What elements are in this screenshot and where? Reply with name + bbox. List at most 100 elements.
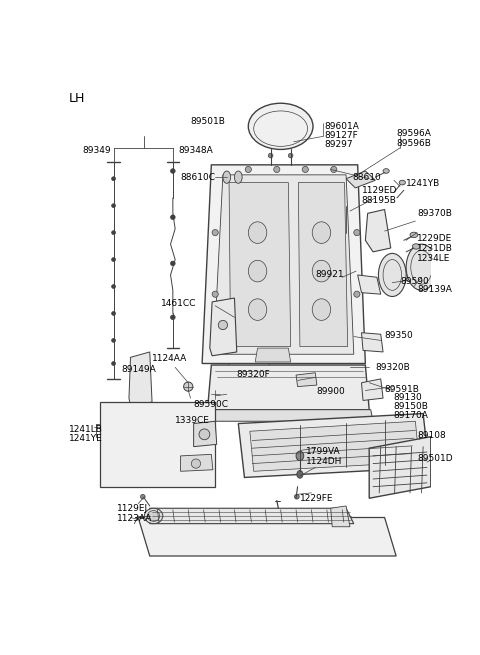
Text: 1241LB: 1241LB	[69, 425, 103, 434]
Polygon shape	[206, 409, 373, 421]
Ellipse shape	[268, 153, 273, 158]
Text: 89150B: 89150B	[394, 402, 429, 411]
Text: 89139A: 89139A	[417, 285, 452, 294]
Text: 89127F: 89127F	[324, 131, 358, 140]
Polygon shape	[229, 183, 291, 346]
Ellipse shape	[141, 495, 145, 499]
Polygon shape	[361, 333, 383, 352]
Ellipse shape	[312, 260, 331, 282]
Polygon shape	[202, 165, 365, 364]
Polygon shape	[369, 437, 431, 498]
Ellipse shape	[112, 284, 116, 288]
Text: 1129EJ: 1129EJ	[117, 504, 148, 513]
Polygon shape	[228, 364, 271, 379]
Ellipse shape	[312, 222, 331, 244]
Ellipse shape	[312, 299, 331, 320]
Ellipse shape	[412, 244, 420, 249]
Ellipse shape	[192, 459, 201, 468]
Text: LH: LH	[69, 92, 85, 105]
Text: 1231DB: 1231DB	[417, 244, 453, 253]
Ellipse shape	[112, 339, 116, 343]
Polygon shape	[296, 373, 317, 386]
Text: 1124DH: 1124DH	[306, 457, 342, 466]
Ellipse shape	[378, 253, 406, 297]
Ellipse shape	[354, 291, 360, 297]
Text: 89349: 89349	[83, 146, 111, 155]
Polygon shape	[361, 379, 383, 400]
Ellipse shape	[331, 166, 337, 172]
Text: 89108: 89108	[417, 431, 446, 440]
Polygon shape	[365, 210, 391, 252]
Ellipse shape	[406, 244, 437, 290]
Ellipse shape	[170, 215, 175, 219]
Text: 89590C: 89590C	[193, 400, 228, 409]
Ellipse shape	[144, 508, 163, 523]
Ellipse shape	[212, 229, 218, 236]
Text: 1799VA: 1799VA	[306, 447, 341, 456]
Ellipse shape	[302, 166, 308, 172]
Ellipse shape	[147, 510, 160, 521]
Ellipse shape	[399, 180, 406, 185]
Ellipse shape	[170, 261, 175, 266]
Text: 1339CE: 1339CE	[175, 416, 210, 425]
Ellipse shape	[410, 233, 418, 238]
Text: 89601A: 89601A	[324, 122, 360, 131]
Text: 88610: 88610	[352, 172, 381, 181]
Text: 89350: 89350	[384, 331, 413, 340]
Text: 89149A: 89149A	[121, 365, 156, 374]
Text: 89130: 89130	[394, 393, 422, 402]
Text: 1461CC: 1461CC	[161, 299, 197, 308]
Ellipse shape	[234, 171, 242, 183]
Text: 89596B: 89596B	[396, 139, 431, 147]
Polygon shape	[214, 175, 354, 354]
Text: 89320B: 89320B	[375, 364, 410, 373]
Text: 1241YE: 1241YE	[69, 434, 103, 443]
Polygon shape	[299, 183, 348, 346]
Text: 1234LE: 1234LE	[417, 254, 450, 263]
Text: 89590: 89590	[400, 277, 429, 286]
Ellipse shape	[112, 231, 116, 234]
Polygon shape	[207, 365, 369, 409]
Ellipse shape	[112, 312, 116, 315]
Ellipse shape	[248, 299, 267, 320]
Ellipse shape	[288, 153, 293, 158]
Polygon shape	[250, 421, 419, 472]
Text: 88610C: 88610C	[180, 172, 216, 181]
Polygon shape	[193, 421, 217, 447]
Ellipse shape	[184, 382, 193, 391]
Ellipse shape	[112, 362, 116, 365]
Ellipse shape	[112, 257, 116, 261]
Text: 89297: 89297	[324, 140, 353, 149]
Ellipse shape	[223, 171, 230, 183]
Text: 1241YB: 1241YB	[406, 179, 441, 188]
Ellipse shape	[274, 166, 280, 172]
Text: 89370B: 89370B	[417, 210, 452, 219]
Ellipse shape	[383, 169, 389, 174]
Text: 89320F: 89320F	[237, 369, 271, 379]
Text: 1123AA: 1123AA	[117, 514, 152, 523]
Ellipse shape	[211, 390, 220, 399]
Text: 1229DE: 1229DE	[417, 234, 452, 243]
Ellipse shape	[354, 229, 360, 236]
Ellipse shape	[296, 451, 304, 460]
Polygon shape	[346, 171, 375, 188]
Text: 89900: 89900	[317, 386, 346, 396]
Polygon shape	[100, 402, 215, 487]
Polygon shape	[150, 508, 354, 523]
Ellipse shape	[248, 222, 267, 244]
Ellipse shape	[248, 260, 267, 282]
Ellipse shape	[112, 204, 116, 208]
Text: 88195B: 88195B	[361, 196, 396, 206]
Ellipse shape	[212, 291, 218, 297]
Polygon shape	[129, 352, 152, 406]
Polygon shape	[138, 517, 396, 556]
Polygon shape	[331, 506, 350, 527]
Ellipse shape	[295, 495, 299, 499]
Text: 1124AA: 1124AA	[152, 354, 187, 364]
Ellipse shape	[248, 103, 313, 149]
Text: 1129ED: 1129ED	[361, 187, 397, 195]
Ellipse shape	[245, 166, 252, 172]
Text: 89501B: 89501B	[191, 117, 226, 126]
Polygon shape	[210, 298, 237, 356]
Text: 89348A: 89348A	[178, 146, 213, 155]
